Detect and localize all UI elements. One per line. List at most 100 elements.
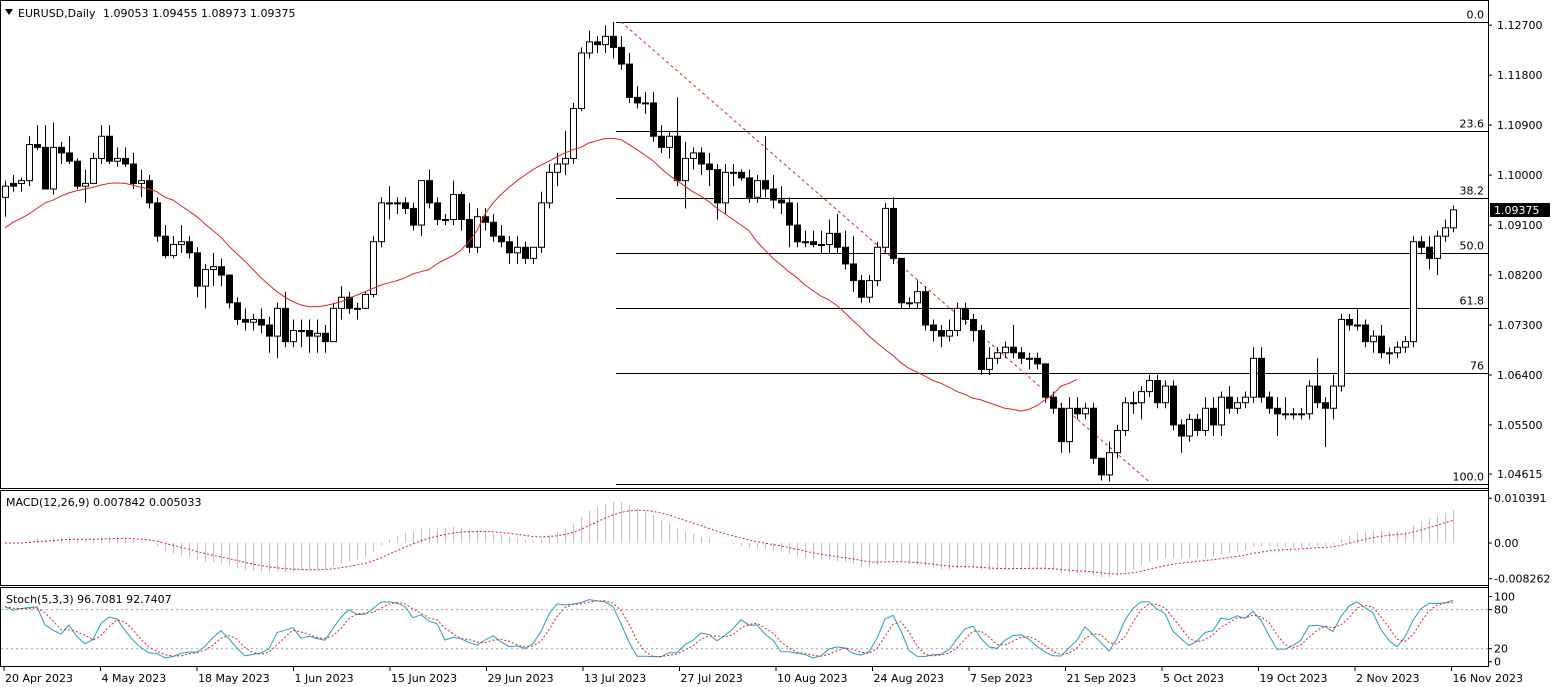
time-tick-label: 19 Oct 2023 [1260, 672, 1328, 685]
candle-body [1450, 209, 1457, 229]
candle-body [50, 146, 57, 190]
candle-body [194, 252, 201, 287]
candle-body [98, 135, 105, 159]
price-tick-label: 1.06400 [1497, 369, 1543, 382]
candle-body [1394, 346, 1401, 354]
candle-body [506, 241, 513, 254]
candle-body [1178, 424, 1185, 437]
candle-body [162, 235, 169, 257]
candle-body [1050, 396, 1057, 409]
candle-body [1194, 418, 1201, 431]
candle-body [2, 185, 9, 198]
candle-body [930, 324, 937, 332]
candle-body [394, 202, 401, 205]
time-tick-label: 2 Nov 2023 [1356, 672, 1419, 685]
candle-body [322, 332, 329, 343]
candle-body [1314, 385, 1321, 404]
candle-body [1186, 418, 1193, 437]
candle-body [266, 324, 273, 337]
candle-body [114, 157, 121, 162]
candle-body [938, 330, 945, 337]
candle-body [1066, 407, 1073, 443]
candle-body [602, 35, 609, 46]
candle-body [170, 244, 177, 257]
candle-body [210, 266, 217, 270]
stoch-label: Stoch(5,3,3) 96.7081 92.7407 [6, 593, 172, 606]
candle-body [706, 163, 713, 171]
time-tick-label: 21 Sep 2023 [1067, 672, 1137, 685]
candle-body [530, 246, 537, 259]
candle-body [250, 318, 257, 323]
fib-level-label: 76 [1470, 360, 1484, 373]
candle-body [922, 291, 929, 326]
candle-body [1370, 335, 1377, 343]
candle-body [450, 194, 457, 221]
candle-body [354, 307, 361, 310]
candle-body [650, 102, 657, 137]
candle-body [1242, 396, 1249, 404]
candle-body [1170, 385, 1177, 426]
price-tick-label: 1.07300 [1497, 319, 1543, 332]
candle-body [746, 177, 753, 198]
candle-body [378, 202, 385, 243]
candle-body [522, 246, 529, 259]
candle-body [1058, 407, 1065, 443]
candle-body [770, 188, 777, 201]
candle-body [1274, 407, 1281, 415]
stoch-panel-frame [0, 587, 1489, 667]
candle-body [1282, 413, 1289, 416]
candle-body [1098, 457, 1105, 476]
stoch-main-line [4, 599, 1454, 659]
candle-body [1322, 402, 1329, 409]
candle-body [882, 207, 889, 248]
collapse-arrow-icon[interactable] [5, 9, 13, 15]
candle-body [218, 266, 225, 276]
candle-body [426, 180, 433, 204]
time-tick-label: 24 Aug 2023 [874, 672, 944, 685]
candle-body [586, 41, 593, 54]
candle-body [274, 307, 281, 337]
macd-tick-label: -0.008262 [1494, 573, 1550, 586]
candle-body [906, 302, 913, 305]
price-tick-label: 1.05500 [1497, 419, 1543, 432]
candle-body [34, 144, 41, 148]
candle-body [642, 102, 649, 105]
ma-line [4, 138, 1078, 412]
candle-body [674, 135, 681, 182]
moving-average [4, 138, 1078, 412]
symbol-label: EURUSD,Daily [18, 7, 96, 20]
candle-body [818, 244, 825, 246]
ohlc-values: 1.09053 1.09455 1.08973 1.09375 [103, 7, 295, 20]
candle-body [1378, 335, 1385, 354]
price-tick-label: 1.09100 [1497, 219, 1543, 232]
candle-body [1338, 318, 1345, 387]
candle-body [1266, 396, 1273, 409]
candle-body [1130, 402, 1137, 405]
fibonacci-levels: 0.0 23.6 38.2 50.0 61.8 76 100.0 [616, 9, 1488, 485]
candle-body [802, 241, 809, 244]
candle-body [690, 152, 697, 159]
candle-body [242, 318, 249, 323]
candle-body [682, 157, 689, 182]
candle-body [186, 241, 193, 254]
candle-body [258, 318, 265, 326]
candle-body [130, 163, 137, 184]
candle-body [330, 307, 337, 343]
candle-body [1090, 407, 1097, 459]
candle-body [90, 157, 97, 184]
candle-body [346, 296, 353, 309]
candle-body [962, 307, 969, 320]
candle-body [498, 235, 505, 243]
candle-body [610, 35, 617, 48]
candle-body [850, 263, 857, 282]
stoch-tick-label: 20 [1494, 643, 1508, 656]
candle-body [1330, 385, 1337, 409]
time-tick-label: 18 May 2023 [198, 672, 270, 685]
candle-body [994, 352, 1001, 359]
price-tick-label: 1.04615 [1497, 468, 1543, 481]
candle-body [26, 144, 33, 182]
candle-body [1218, 396, 1225, 426]
time-axis-labels: 20 Apr 2023 4 May 2023 18 May 2023 1 Jun 20… [3, 667, 1523, 685]
candle-body [418, 180, 425, 226]
candle-body [402, 202, 409, 209]
